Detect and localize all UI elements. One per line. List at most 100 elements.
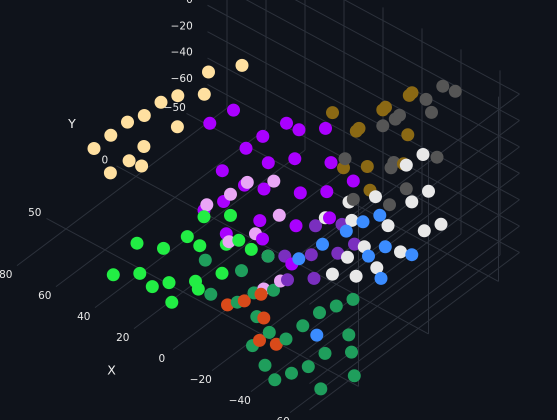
- data-point: [348, 237, 361, 251]
- data-point: [106, 268, 120, 282]
- z-tick-label: −20: [171, 20, 193, 32]
- data-point: [262, 325, 276, 339]
- data-point: [376, 119, 390, 133]
- x-tick-label: −20: [190, 374, 212, 386]
- data-point: [304, 248, 318, 262]
- data-point: [288, 152, 302, 166]
- data-point: [329, 299, 343, 313]
- data-point: [419, 92, 433, 106]
- data-point: [145, 280, 159, 294]
- data-point: [165, 295, 179, 309]
- data-point: [122, 154, 136, 168]
- data-point: [448, 84, 462, 98]
- data-point: [104, 128, 118, 142]
- data-point: [240, 175, 254, 189]
- grid-layer: [16, 0, 520, 414]
- data-point: [301, 360, 315, 374]
- y-tick-label: −50: [164, 102, 186, 114]
- data-point: [346, 174, 360, 188]
- data-point: [224, 187, 237, 201]
- data-point: [279, 332, 293, 346]
- data-point: [360, 160, 374, 173]
- data-point: [434, 217, 448, 231]
- data-point: [341, 250, 354, 264]
- grid-line-z: [207, 57, 520, 227]
- data-point: [268, 373, 282, 387]
- data-point: [394, 245, 407, 259]
- data-point: [258, 358, 272, 372]
- data-point: [436, 79, 450, 93]
- data-point: [402, 88, 416, 102]
- data-point: [399, 182, 413, 196]
- data-point: [313, 306, 326, 320]
- grid-line-z: [343, 0, 520, 95]
- data-point: [401, 128, 415, 142]
- data-point: [405, 248, 419, 262]
- data-point: [198, 253, 212, 267]
- data-point: [121, 115, 134, 129]
- data-point: [347, 369, 361, 383]
- data-point: [370, 261, 384, 275]
- data-point: [378, 240, 392, 254]
- axis-labels-layer: XYZ: [67, 116, 116, 378]
- data-point: [157, 241, 170, 255]
- data-point: [280, 116, 293, 130]
- data-point: [137, 109, 151, 122]
- y-axis-label: Y: [67, 116, 76, 131]
- data-point: [170, 120, 184, 134]
- data-point: [293, 186, 307, 200]
- data-point: [253, 333, 266, 347]
- data-point: [221, 298, 234, 312]
- grid-line-z: [309, 146, 520, 305]
- data-point: [307, 271, 321, 285]
- data-point: [232, 233, 246, 247]
- data-point: [272, 208, 286, 222]
- data-point: [193, 239, 207, 253]
- data-point: [227, 103, 240, 117]
- data-point: [325, 267, 339, 281]
- data-point: [154, 95, 168, 109]
- data-point: [356, 215, 370, 229]
- data-point: [345, 213, 359, 227]
- x-axis-label: X: [107, 363, 116, 378]
- data-point: [180, 230, 194, 244]
- data-point: [239, 141, 253, 155]
- grid-line-x: [16, 107, 228, 267]
- data-point: [137, 140, 151, 153]
- data-point: [399, 158, 413, 172]
- data-point: [393, 108, 406, 122]
- data-point: [202, 65, 215, 79]
- data-point: [339, 224, 353, 238]
- data-point: [171, 89, 185, 103]
- data-point: [349, 269, 363, 283]
- data-point: [314, 382, 328, 396]
- x-tick-label: 0: [158, 353, 165, 365]
- grid-line-z: [294, 0, 520, 121]
- grid-line-z: [309, 225, 520, 384]
- data-point: [369, 190, 382, 204]
- data-point: [292, 252, 306, 266]
- data-point: [267, 174, 281, 188]
- data-point: [345, 345, 358, 359]
- data-point: [292, 123, 306, 137]
- data-point: [374, 271, 388, 285]
- grid-line-y: [116, 165, 429, 335]
- x-tick-label: −60: [268, 416, 290, 420]
- data-point: [197, 210, 211, 224]
- data-point: [269, 337, 283, 351]
- data-point: [296, 319, 310, 333]
- data-point: [346, 192, 360, 206]
- data-point: [103, 166, 117, 180]
- data-point: [235, 264, 248, 278]
- data-point: [309, 219, 322, 233]
- data-point: [133, 266, 147, 280]
- data-point: [257, 182, 271, 196]
- data-point: [224, 208, 237, 222]
- marks-layer: [87, 58, 462, 396]
- data-point: [349, 124, 363, 138]
- data-point: [237, 294, 251, 308]
- grid-line-x: [55, 128, 267, 288]
- data-point: [215, 266, 229, 280]
- data-point: [253, 214, 267, 228]
